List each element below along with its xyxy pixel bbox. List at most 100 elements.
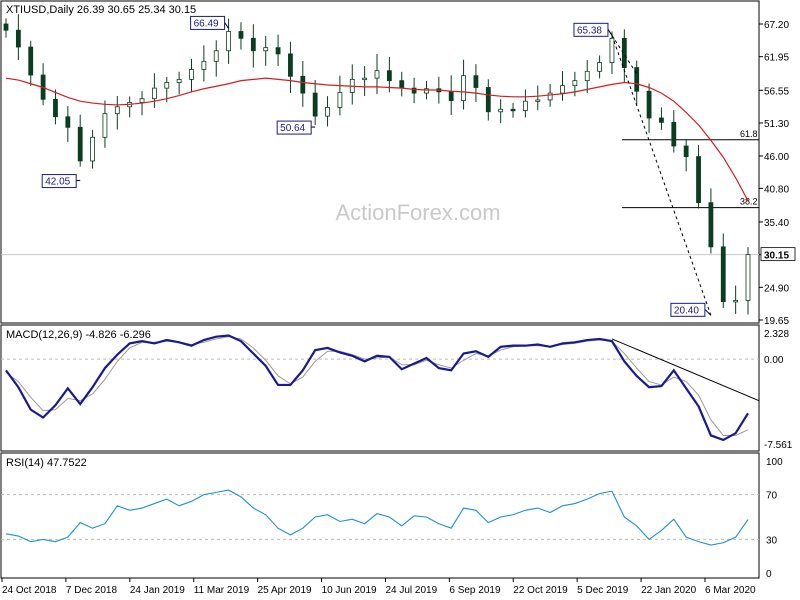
price-bar-body: [139, 98, 145, 103]
price-header: XTIUSD,Daily 26.39 30.65 25.34 30.15: [6, 4, 196, 16]
annotation-label: 20.40: [674, 305, 699, 316]
price-bar-body: [485, 87, 491, 113]
price-bar-body: [498, 108, 504, 113]
price-tick-label: 67.20: [764, 20, 789, 31]
price-bar-body: [386, 70, 392, 82]
price-bar-body: [77, 126, 83, 162]
price-bar-body: [238, 31, 244, 39]
rsi-tick-label: 30: [766, 535, 778, 546]
price-bar-body: [560, 85, 565, 94]
price-bar-body: [411, 87, 417, 94]
date-tick-label: 11 Mar 2019: [194, 585, 250, 596]
moving-average-line: [5, 77, 749, 202]
price-bar-body: [226, 31, 232, 52]
macd-tick-label: 2.328: [764, 329, 789, 340]
date-tick-label: 6 Sep 2019: [449, 585, 501, 596]
annotation-leader: [224, 22, 230, 29]
rsi-axis-ticks: 100 70 30 0: [766, 457, 783, 580]
rsi-levels: [1, 494, 759, 540]
fib-label: 38.2: [740, 197, 758, 207]
price-tick-label: 46.00: [764, 152, 789, 163]
date-tick-label: 7 Dec 2018: [66, 585, 118, 596]
price-bar-body: [733, 299, 739, 303]
annotation-label: 66.49: [194, 18, 219, 29]
price-bar-body: [151, 87, 157, 100]
price-bar-body: [374, 70, 380, 79]
price-bar-body: [176, 79, 182, 83]
date-axis: 24 Oct 2018 7 Dec 2018 24 Jan 2019 11 Mar 2…: [1, 578, 756, 596]
price-tick-label: 61.95: [764, 53, 789, 64]
price-bars: [3, 14, 751, 315]
annotation-label: 65.38: [577, 25, 602, 36]
price-axis-ticks: 67.20 61.95 56.55 51.30 46.00 40.80 35.40 30.15…: [759, 20, 789, 327]
annotation-box: [276, 120, 312, 135]
rsi-tick-label: 0: [766, 569, 772, 580]
date-tick-label: 6 Mar 2020: [705, 585, 756, 596]
annotation-label: 42.05: [45, 177, 70, 188]
price-bar-body: [461, 75, 466, 101]
last-price-label: 30.15: [764, 251, 789, 262]
price-bar-body: [65, 116, 71, 128]
annotation-box: [190, 15, 226, 30]
annotation-label: 50.64: [280, 123, 305, 134]
macd-axis-ticks: 2.328 0.00 -7.561: [764, 329, 793, 451]
price-bar-body: [325, 107, 330, 117]
price-bar-body: [473, 75, 479, 88]
rsi-line: [5, 489, 749, 546]
price-bar-body: [3, 23, 9, 31]
date-tick-label: 24 Jul 2019: [385, 585, 437, 596]
price-bar-body: [213, 50, 219, 62]
price-bar-body: [164, 82, 170, 89]
price-bar-body: [745, 254, 751, 301]
swing-line-down: [611, 35, 712, 316]
price-bar-body: [448, 91, 454, 101]
price-bar-body: [28, 46, 34, 76]
price-bar-body: [263, 47, 269, 52]
swing-line-short: [611, 35, 638, 75]
annotation-box: [573, 22, 609, 37]
macd-line: [5, 334, 749, 442]
price-bar-body: [362, 77, 368, 81]
last-price-badge: [760, 247, 796, 262]
date-tick-label: 25 Apr 2019: [258, 585, 312, 596]
price-bar-body: [102, 113, 108, 138]
rsi-panel: [0, 452, 760, 579]
annotation-leader: [704, 308, 712, 316]
date-tick-label: 24 Jan 2019: [130, 585, 185, 596]
fib-levels: 61.8 38.2: [622, 129, 759, 209]
price-bar-body: [584, 70, 590, 82]
price-bar-body: [250, 37, 256, 52]
price-bar-body: [300, 75, 306, 94]
price-tick-label: 24.90: [764, 283, 789, 294]
price-tick-label: 40.80: [764, 184, 789, 195]
annotation-box: [41, 174, 77, 189]
price-bar-body: [275, 47, 281, 55]
price-bar-body: [547, 92, 553, 101]
date-tick-label: 24 Oct 2018: [2, 585, 57, 596]
macd-trendline: [611, 338, 760, 402]
price-bar-body: [337, 92, 343, 108]
price-tick-label: 56.55: [764, 86, 789, 97]
price-bar-body: [646, 90, 652, 119]
macd-panel: [0, 324, 760, 452]
price-panel: [0, 0, 760, 324]
date-tick-label: 22 Oct 2019: [513, 585, 568, 596]
price-bar-body: [696, 156, 701, 204]
price-tick-label: 35.40: [764, 218, 789, 229]
macd-tick-label: -7.561: [764, 440, 793, 451]
price-bar-body: [659, 117, 664, 123]
date-tick-label: 10 Jun 2019: [322, 585, 377, 596]
price-bar-body: [708, 202, 714, 248]
annotation-leader: [607, 29, 613, 36]
price-bar-body: [634, 67, 640, 92]
rsi-header: RSI(14) 47.7522: [6, 457, 87, 469]
price-bar-body: [424, 88, 429, 94]
price-bar-body: [597, 62, 602, 72]
price-bar-body: [720, 246, 726, 303]
price-bar-body: [683, 145, 689, 157]
watermark: ActionForex.com: [335, 200, 500, 225]
price-bar-body: [572, 80, 578, 87]
price-bar-body: [53, 98, 58, 118]
price-bar-body: [189, 69, 194, 80]
